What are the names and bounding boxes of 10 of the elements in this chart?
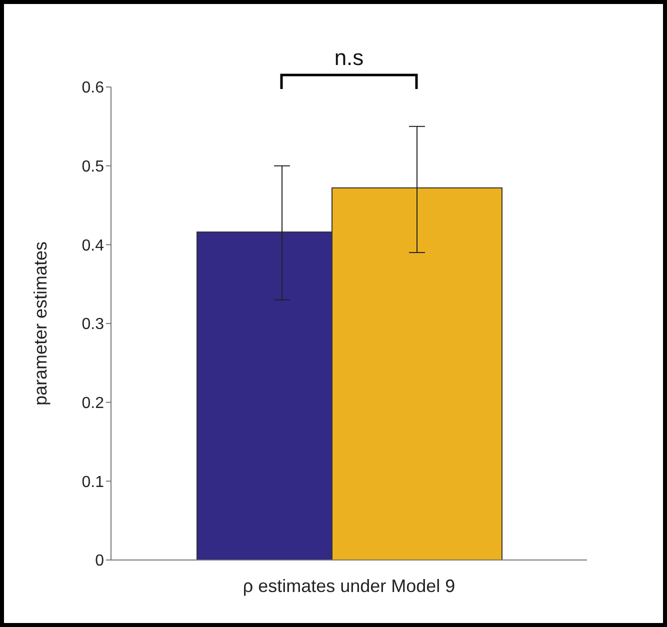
y-tick-label: 0.3 <box>82 316 104 334</box>
text: n.s <box>334 45 364 70</box>
y-tick-label: 0 <box>95 552 104 570</box>
x-axis-title: ρ estimates under Model 9 <box>242 576 456 596</box>
y-tick-label: 0.6 <box>82 80 104 97</box>
y-tick-label: 0.4 <box>82 237 104 254</box>
y-tick-label: 0.1 <box>82 474 104 491</box>
y-axis-title: parameter estimates <box>30 241 50 406</box>
y-tick-label: 0.2 <box>82 395 104 412</box>
y-tick-label: 0.5 <box>82 158 104 176</box>
